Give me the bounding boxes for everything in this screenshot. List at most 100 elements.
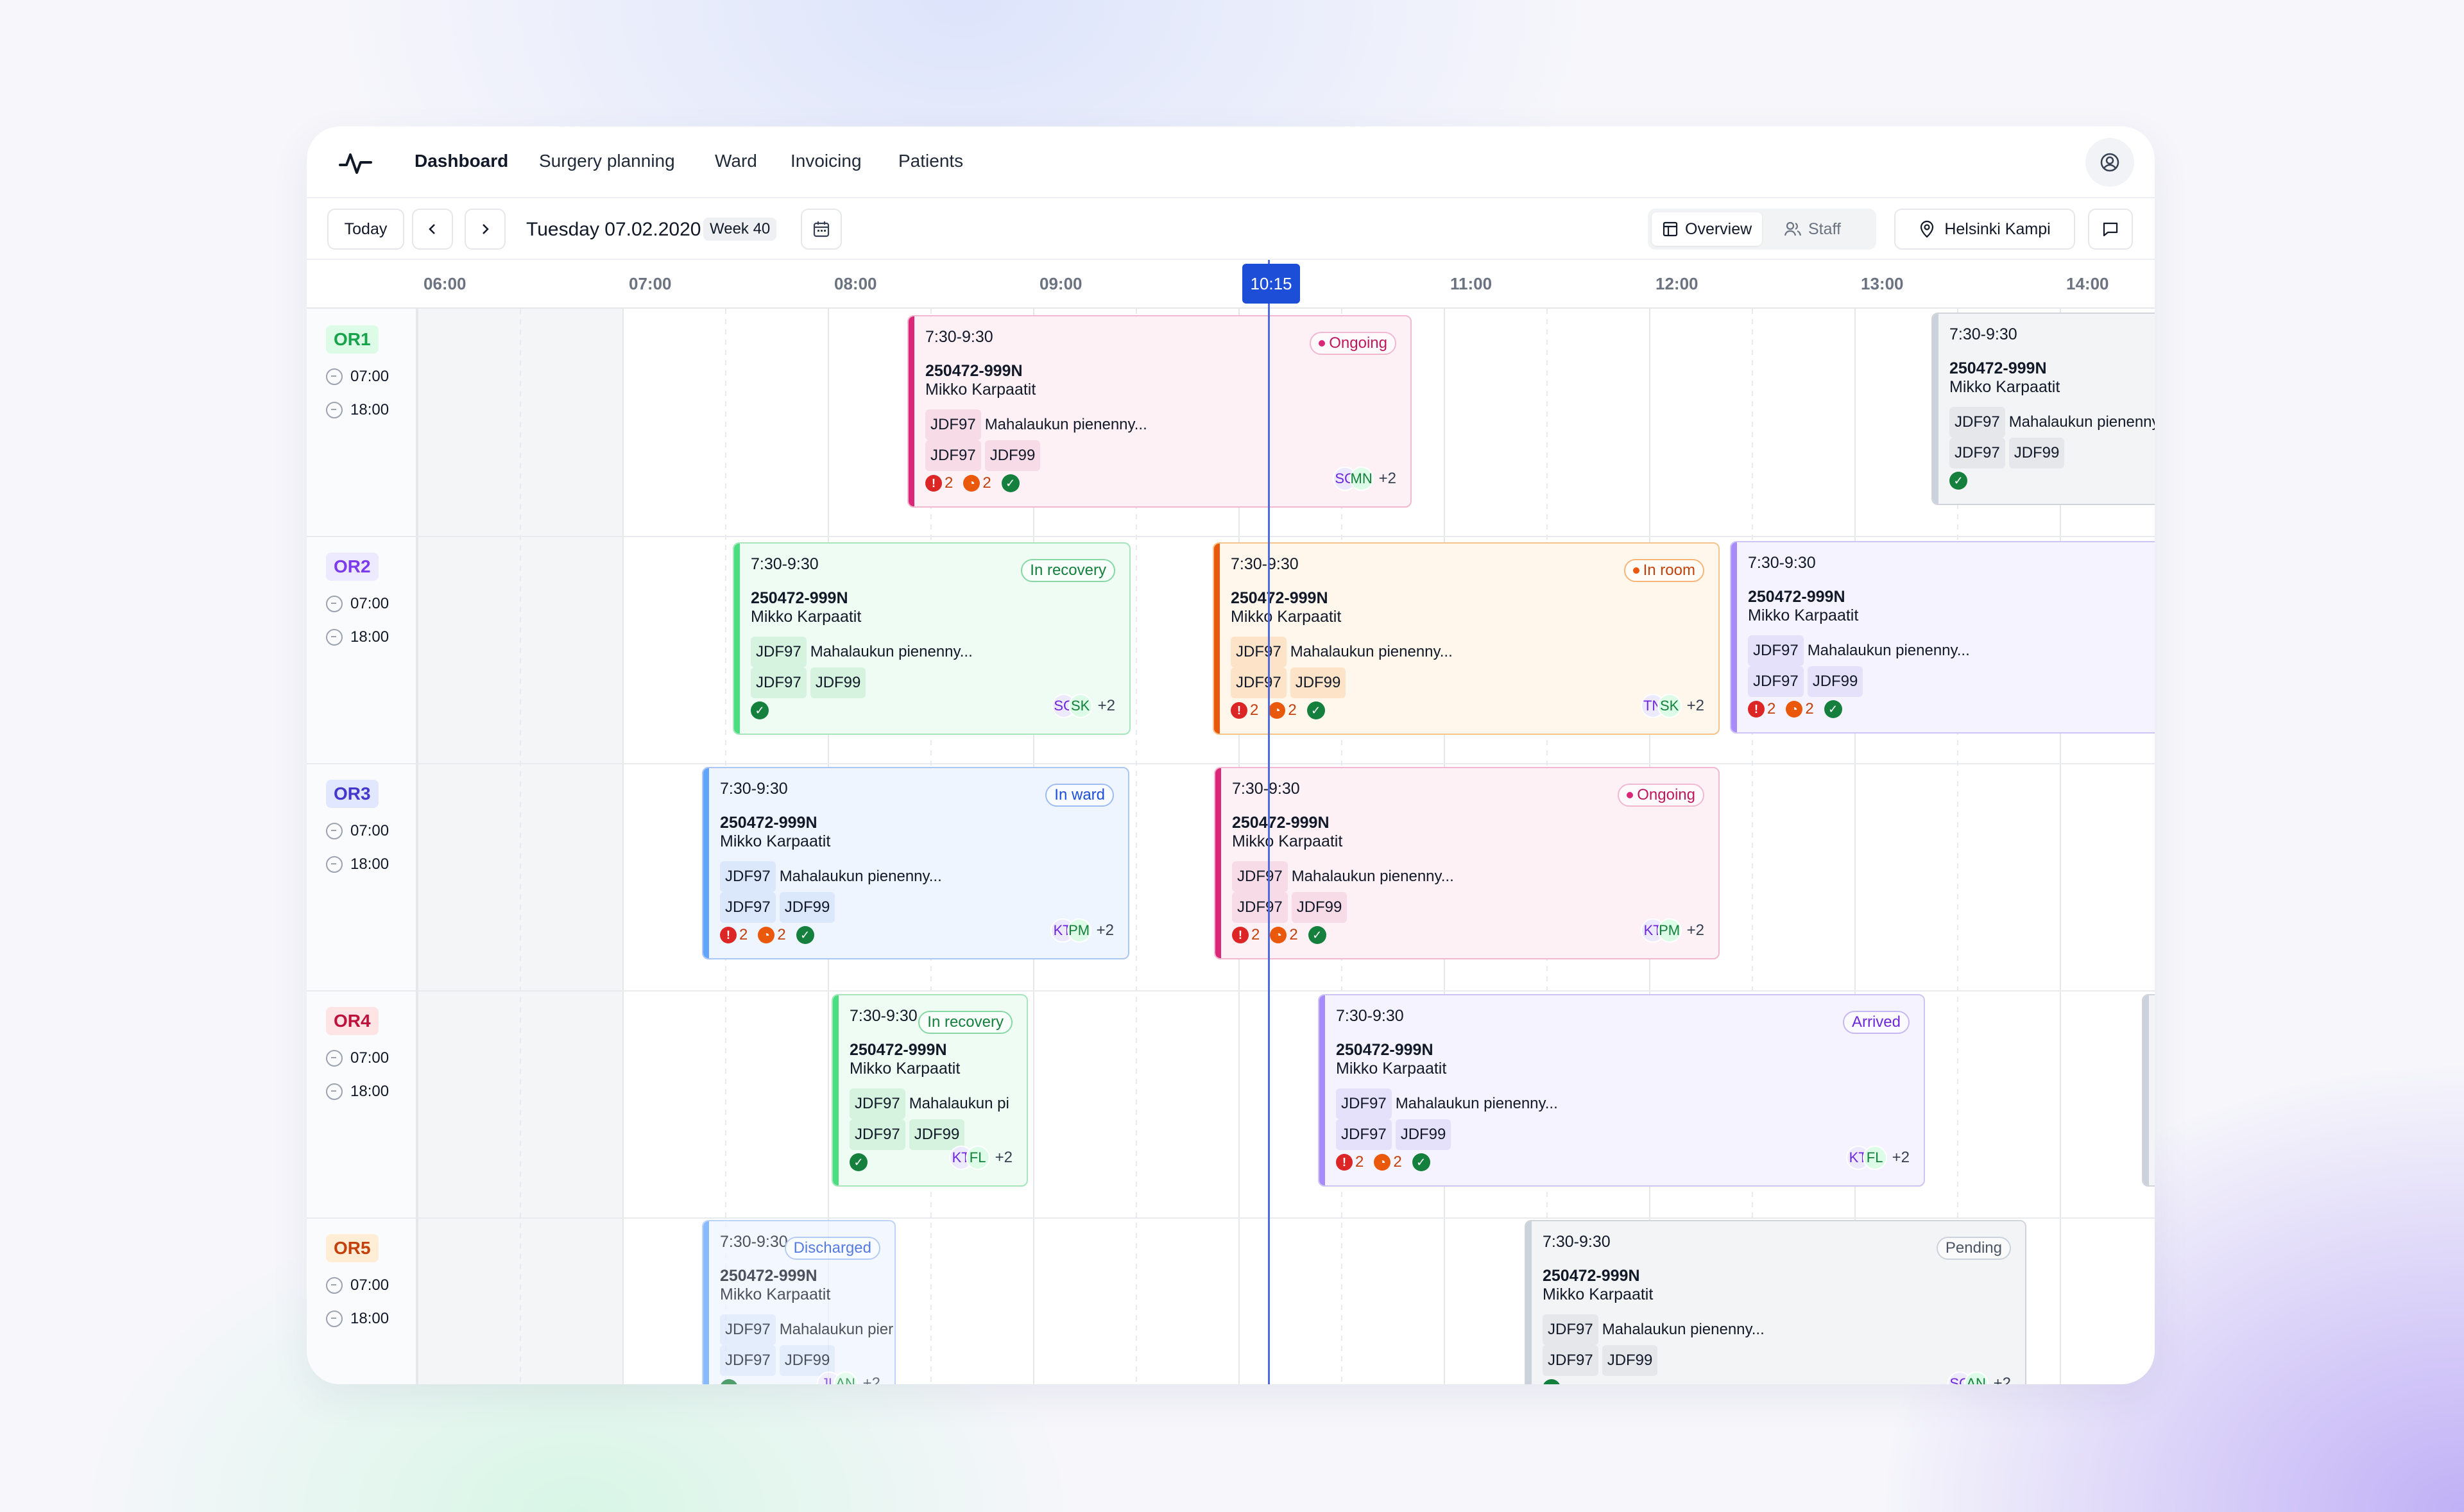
staff-avatars[interactable]: TN SK +2 <box>1640 694 1704 718</box>
staff-avatars[interactable]: KT PM +2 <box>1640 918 1704 943</box>
staff-avatars[interactable]: SC SK +2 <box>1051 694 1115 718</box>
nav-ward[interactable]: Ward <box>715 151 757 171</box>
surgery-card[interactable]: 7:30-9:30 250472-999N Mikko Karpaatit JD… <box>1525 1220 2026 1384</box>
surgery-card[interactable]: 7:30-9:30 250472-999N Mikko Karpaatit JD… <box>733 542 1131 735</box>
nav-surgery-planning[interactable]: Surgery planning <box>539 151 675 171</box>
surgery-card-partial[interactable] <box>2142 994 2155 1187</box>
alert-indicator[interactable]: ! 2 <box>1231 701 1258 719</box>
staff-avatars[interactable]: SC MN +2 <box>1332 467 1396 491</box>
status-badge: In recovery <box>1021 559 1115 582</box>
start-clock-icon <box>326 596 343 612</box>
procedure-description: Mahalaukun pienenny... <box>1395 1095 1558 1112</box>
start-time-value: 07:00 <box>350 1276 389 1294</box>
card-time: 7:30-9:30 <box>720 1233 788 1251</box>
today-button[interactable]: Today <box>327 209 404 250</box>
status-label: In room <box>1643 562 1695 579</box>
next-day-button[interactable] <box>465 209 506 250</box>
procedure-description: Mahalaukun pier <box>779 1321 894 1338</box>
end-time-value: 18:00 <box>350 1083 389 1100</box>
status-badge: Discharged <box>784 1237 880 1260</box>
patient-name: Mikko Karpaatit <box>1232 832 1343 850</box>
procedure-code-tag: JDF99 <box>779 892 835 923</box>
room-badge[interactable]: OR1 <box>326 325 379 354</box>
clock-alert-icon: ◔ <box>1374 1154 1391 1171</box>
alert-indicator[interactable]: ! 2 <box>1336 1153 1364 1171</box>
nav-invoicing[interactable]: Invoicing <box>791 151 862 171</box>
delay-count: 2 <box>1805 700 1814 717</box>
card-time: 7:30-9:30 <box>1231 555 1299 573</box>
delay-indicator[interactable]: ◔ 2 <box>1786 700 1814 718</box>
toolbar: Today Tuesday 07.02.2020 Week 40 Overvie… <box>307 198 2155 260</box>
status-dot-icon <box>1632 567 1639 574</box>
staff-avatars[interactable]: SC AN +2 <box>1947 1371 2011 1384</box>
view-overview-label: Overview <box>1685 219 1752 238</box>
location-button[interactable]: Helsinki Kampi <box>1894 209 2075 250</box>
staff-more-count: +2 <box>1686 922 1704 939</box>
staff-avatars[interactable]: KT FL +2 <box>948 1146 1013 1170</box>
messages-button[interactable] <box>2088 209 2133 250</box>
staff-more-count: +2 <box>862 1375 880 1384</box>
staff-avatars[interactable]: KT PM +2 <box>1050 918 1114 943</box>
alert-indicator[interactable]: ! 2 <box>720 926 748 944</box>
room-start-time: 07:00 <box>326 595 389 613</box>
surgery-card[interactable]: 7:30-9:30 250472-999N Mikko Karpaatit JD… <box>1318 994 1925 1187</box>
delay-indicator[interactable]: ◔ 2 <box>963 474 991 492</box>
user-avatar-button[interactable] <box>2085 138 2134 187</box>
room-badge[interactable]: OR5 <box>326 1234 379 1262</box>
calendar-button[interactable] <box>801 209 842 250</box>
delay-indicator[interactable]: ◔ 2 <box>1269 701 1297 719</box>
grid-line <box>417 260 418 1384</box>
room-start-time: 07:00 <box>326 368 389 386</box>
status-badge: Ongoing <box>1618 784 1704 807</box>
pulse-logo-icon[interactable] <box>339 148 372 176</box>
surgery-card[interactable]: 7:30-9:30 250472-999N Mikko Karpaatit JD… <box>907 315 1412 508</box>
staff-avatar: PM <box>1657 918 1682 943</box>
surgery-card[interactable]: 7:30-9:30 250472-999N Mikko Karpaatit JD… <box>1931 313 2155 505</box>
room-end-time: 18:00 <box>326 1083 389 1101</box>
room-badge[interactable]: OR4 <box>326 1007 379 1035</box>
procedure-code-tag: JDF97 <box>1336 1088 1392 1119</box>
surgery-card[interactable]: 7:30-9:30 250472-999N Mikko Karpaatit JD… <box>1214 767 1720 959</box>
staff-avatars[interactable]: KT FL +2 <box>1845 1146 1910 1170</box>
delay-indicator[interactable]: ◔ 2 <box>758 926 786 944</box>
surgery-card[interactable]: 7:30-9:30 250472-999N Mikko Karpaatit JD… <box>702 1220 896 1384</box>
delay-indicator[interactable]: ◔ 2 <box>1270 926 1298 944</box>
end-time-value: 18:00 <box>350 628 389 646</box>
alert-indicator[interactable]: ! 2 <box>925 474 953 492</box>
chevron-left-icon <box>429 224 435 234</box>
view-staff-tab[interactable]: Staff <box>1774 212 1851 246</box>
check-icon: ✓ <box>1543 1379 1561 1384</box>
end-time-value: 18:00 <box>350 855 389 873</box>
procedure-code-tag: JDF99 <box>1291 892 1348 923</box>
surgery-card[interactable]: 7:30-9:30 250472-999N Mikko Karpaatit JD… <box>702 767 1129 959</box>
delay-count: 2 <box>1288 701 1297 719</box>
nav-dashboard[interactable]: Dashboard <box>415 151 509 171</box>
surgery-card[interactable]: 7:30-9:30 250472-999N Mikko Karpaatit JD… <box>832 994 1028 1187</box>
status-badge: In ward <box>1045 784 1114 807</box>
procedure-code-tag: JDF99 <box>909 1119 965 1150</box>
grid-line <box>1136 309 1137 1384</box>
nav-patients[interactable]: Patients <box>898 151 964 171</box>
alert-indicator[interactable]: ! 2 <box>1748 700 1775 718</box>
room-row-or1: OR1 07:00 18:00 <box>307 309 417 536</box>
procedure-codes: JDF97 Mahalaukun pienenny... JDF97 JDF99 <box>925 409 1398 471</box>
room-badge[interactable]: OR2 <box>326 553 379 581</box>
hour-label: 08:00 <box>834 274 877 293</box>
procedure-code-tag: JDF97 <box>1748 635 1804 666</box>
procedure-code-tag: JDF97 <box>1543 1314 1598 1345</box>
patient-id: 250472-999N <box>1748 588 1845 606</box>
check-icon: ✓ <box>1824 700 1842 718</box>
room-end-time: 18:00 <box>326 1310 389 1328</box>
start-clock-icon <box>326 1050 343 1067</box>
view-overview-tab[interactable]: Overview <box>1652 212 1763 246</box>
prev-day-button[interactable] <box>412 209 453 250</box>
alert-indicator[interactable]: ! 2 <box>1232 926 1260 944</box>
room-badge[interactable]: OR3 <box>326 780 379 808</box>
surgery-card[interactable]: 7:30-9:30 250472-999N Mikko Karpaatit JD… <box>1213 542 1720 735</box>
delay-indicator[interactable]: ◔ 2 <box>1374 1153 1402 1171</box>
surgery-card[interactable]: 7:30-9:30 250472-999N Mikko Karpaatit JD… <box>1730 541 2155 734</box>
staff-avatars[interactable]: JL AN +2 <box>816 1371 880 1384</box>
row-separator <box>307 1217 2155 1219</box>
procedure-code-tag: JDF99 <box>2008 438 2065 468</box>
alert-count: 2 <box>739 926 748 943</box>
